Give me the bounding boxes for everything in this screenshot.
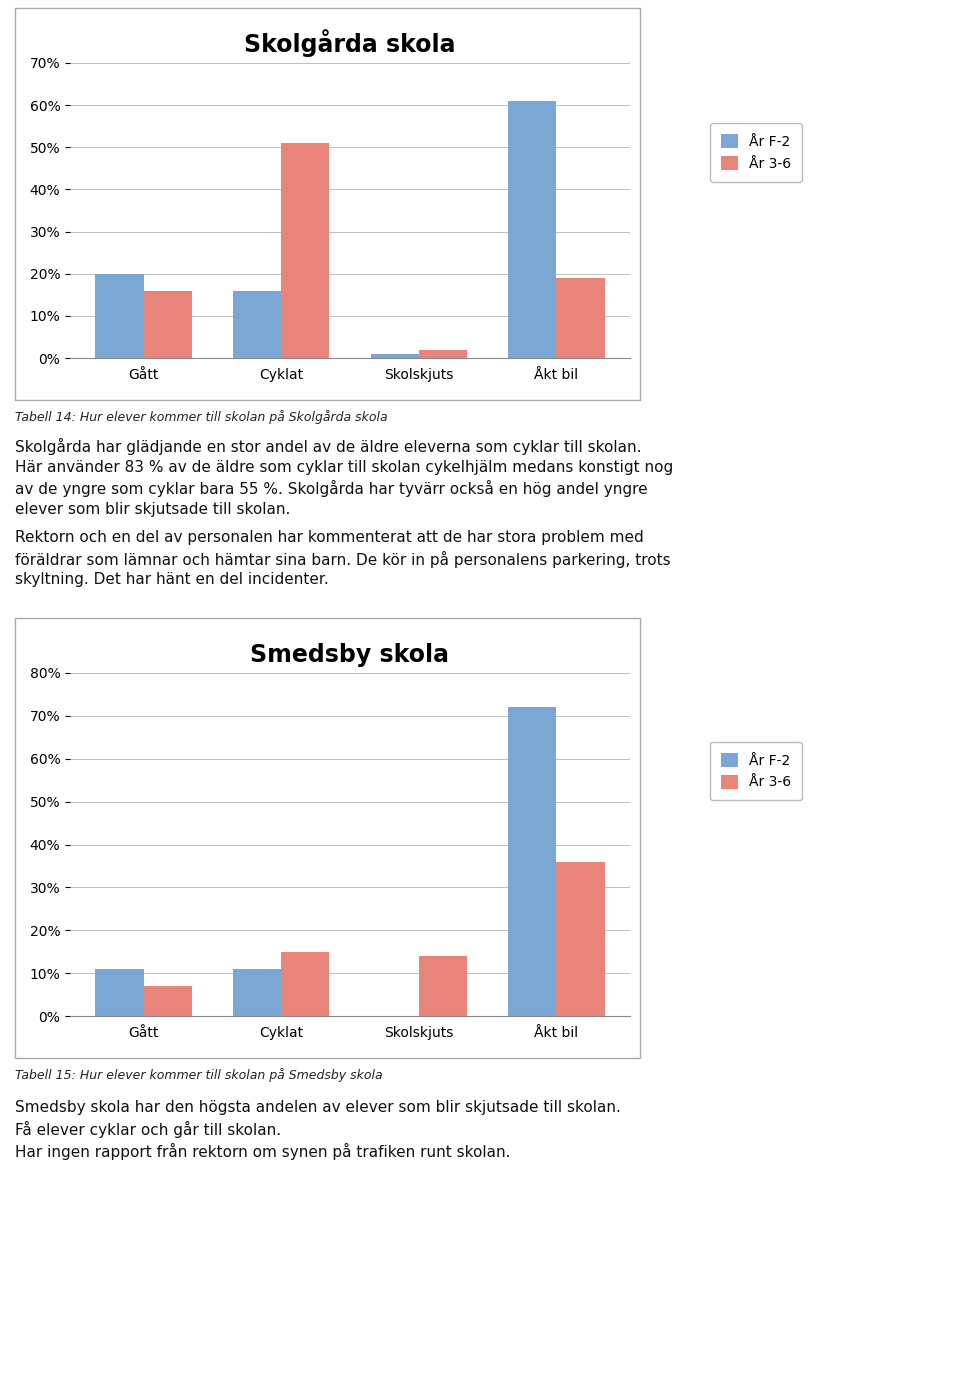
Text: Rektorn och en del av personalen har kommenterat att de har stora problem med
fö: Rektorn och en del av personalen har kom… — [15, 530, 671, 587]
Text: Tabell 14: Hur elever kommer till skolan på Skolgårda skola: Tabell 14: Hur elever kommer till skolan… — [15, 410, 388, 424]
Bar — [419, 350, 467, 359]
Bar — [144, 290, 192, 359]
Bar — [233, 290, 281, 359]
Bar — [95, 273, 144, 359]
Bar — [144, 986, 192, 1016]
Bar — [557, 278, 605, 359]
Legend: År F-2, År 3-6: År F-2, År 3-6 — [710, 742, 803, 801]
Text: Smedsby skola har den högsta andelen av elever som blir skjutsade till skolan.
F: Smedsby skola har den högsta andelen av … — [15, 1101, 621, 1161]
Bar — [281, 951, 329, 1016]
Bar — [371, 354, 419, 359]
Text: Tabell 15: Hur elever kommer till skolan på Smedsby skola: Tabell 15: Hur elever kommer till skolan… — [15, 1069, 383, 1083]
Text: Skolgårda har glädjande en stor andel av de äldre eleverna som cyklar till skola: Skolgårda har glädjande en stor andel av… — [15, 438, 673, 518]
Bar — [95, 970, 144, 1016]
Bar — [508, 707, 557, 1016]
Bar — [281, 144, 329, 359]
Bar — [508, 100, 557, 359]
Legend: År F-2, År 3-6: År F-2, År 3-6 — [710, 123, 803, 181]
Bar — [557, 862, 605, 1016]
Title: Smedsby skola: Smedsby skola — [251, 643, 449, 667]
Title: Skolgårda skola: Skolgårda skola — [244, 29, 456, 57]
Bar — [419, 956, 467, 1016]
Bar — [233, 970, 281, 1016]
